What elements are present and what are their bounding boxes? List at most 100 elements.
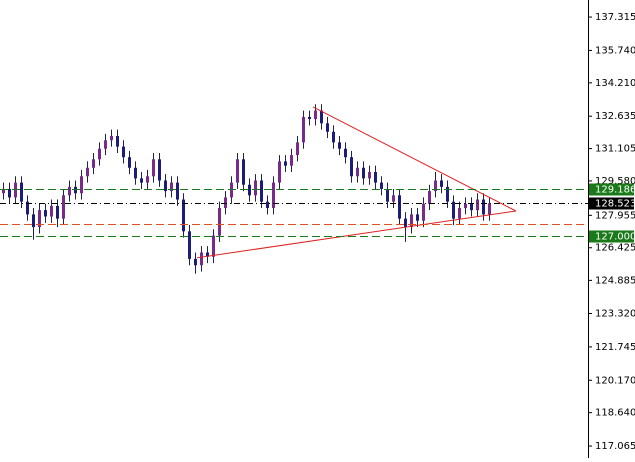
y-tick-label: 131.105: [595, 144, 635, 155]
candle-body: [194, 258, 197, 266]
candle-body: [38, 210, 41, 228]
y-tick-label: 123.320: [595, 309, 635, 320]
last-price-label: 128.523: [595, 199, 635, 210]
level-tag-label: 129.186: [595, 185, 635, 196]
candle-body: [356, 167, 359, 177]
level-tag: [589, 183, 634, 196]
candle-body: [8, 188, 11, 198]
candle-body: [152, 159, 155, 177]
candle-body: [68, 186, 71, 196]
candle-body: [422, 203, 425, 221]
candle-body: [122, 146, 125, 158]
y-tick-label: 132.635: [595, 111, 635, 122]
candle-body: [470, 203, 473, 211]
candle-body: [44, 210, 47, 217]
candle-body: [80, 176, 83, 194]
candle-body: [206, 252, 209, 257]
y-tick-label: 124.885: [595, 275, 635, 286]
candle-body: [2, 188, 5, 194]
candle-body: [188, 231, 191, 259]
candle-body: [338, 142, 341, 149]
candle-body: [386, 188, 389, 202]
candle-body: [290, 155, 293, 166]
candle-body: [284, 161, 287, 166]
trendline: [196, 210, 517, 259]
candle-body: [374, 172, 377, 183]
y-tick-label: 135.740: [595, 45, 635, 56]
candle-body: [368, 172, 371, 179]
candle-body: [398, 195, 401, 219]
candle-body: [26, 201, 29, 215]
y-tick-label: 120.170: [595, 375, 635, 386]
candle-body: [476, 199, 479, 211]
candle-body: [50, 205, 53, 217]
candle-body: [140, 178, 143, 183]
candle-body: [242, 159, 245, 185]
candle-body: [314, 110, 317, 120]
candle-body: [392, 195, 395, 202]
candle-body: [212, 235, 215, 257]
y-tick-label: 117.065: [595, 441, 635, 452]
candle-body: [326, 123, 329, 132]
candle-body: [260, 180, 263, 202]
candle-body: [410, 214, 413, 228]
last-price-tag: [589, 197, 634, 210]
candle-body: [104, 140, 107, 149]
candle-body: [176, 182, 179, 200]
candle-body: [236, 159, 239, 183]
candle-body: [452, 201, 455, 219]
candle-body: [458, 208, 461, 219]
candle-body: [266, 201, 269, 209]
candle-body: [20, 182, 23, 202]
candle-body: [464, 203, 467, 209]
y-tick-label: 126.425: [595, 243, 635, 254]
candle-body: [62, 195, 65, 219]
candle-body: [272, 182, 275, 209]
candle-body: [128, 157, 131, 168]
candle-body: [296, 142, 299, 156]
trendline: [312, 106, 517, 212]
y-tick-label: 127.955: [595, 210, 635, 221]
candle-body: [92, 159, 95, 168]
candle-body: [428, 191, 431, 204]
candle-body: [248, 184, 251, 196]
candle-body: [344, 148, 347, 158]
candle-body: [434, 180, 437, 192]
candle-body: [308, 116, 311, 120]
candle-body: [164, 180, 167, 192]
candle-body: [362, 167, 365, 179]
candle-body: [56, 205, 59, 219]
y-tick-label: 134.210: [595, 78, 635, 89]
candle-body: [446, 186, 449, 202]
candle-body: [224, 197, 227, 209]
candle-body: [488, 203, 491, 215]
candle-body: [14, 182, 17, 198]
candle-body: [482, 199, 485, 215]
level-tag: [589, 230, 634, 243]
candle-body: [182, 199, 185, 232]
candle-body: [350, 157, 353, 177]
level-tag-label: 127.000: [595, 232, 635, 243]
candle-body: [230, 182, 233, 198]
candle-body: [98, 148, 101, 160]
candle-body: [380, 182, 383, 189]
candle-body: [170, 182, 173, 192]
y-tick-label: 121.745: [595, 342, 635, 353]
y-tick-label: 137.315: [595, 12, 635, 23]
candle-body: [74, 186, 77, 194]
candle-body: [440, 180, 443, 187]
candle-body: [416, 214, 419, 221]
candle-body: [254, 180, 257, 196]
y-tick-label: 129.580: [595, 176, 635, 187]
candle-body: [158, 159, 161, 181]
candle-body: [32, 214, 35, 228]
candle-body: [146, 176, 149, 183]
candle-body: [404, 218, 407, 228]
candle-body: [320, 110, 323, 124]
candle-body: [110, 136, 113, 141]
candle-body: [200, 252, 203, 266]
candle-body: [278, 161, 281, 183]
